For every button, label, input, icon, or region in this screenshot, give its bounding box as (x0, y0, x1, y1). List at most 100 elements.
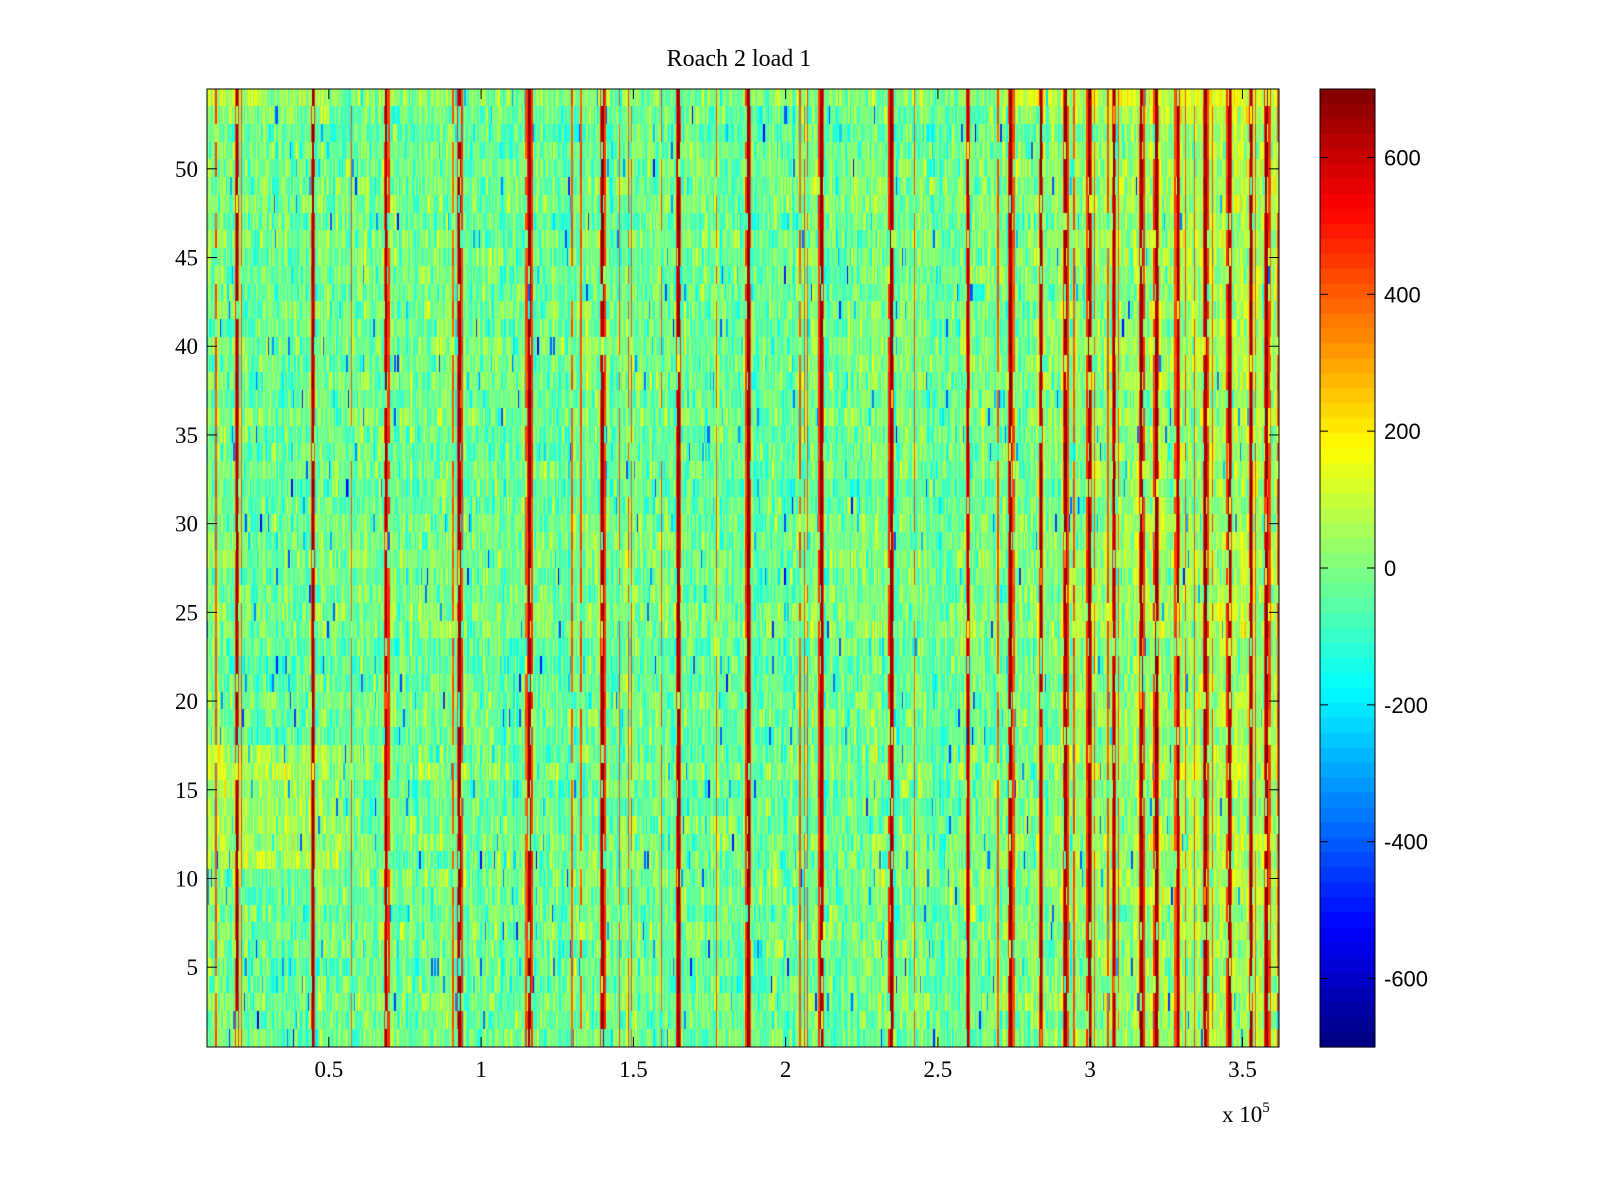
colorbar-segment (1320, 418, 1375, 434)
colorbar-ticks (1320, 156, 1375, 980)
y-tick-label: 40 (175, 334, 198, 359)
colorbar-segment (1320, 822, 1375, 839)
colorbar-segment (1320, 133, 1375, 150)
heatmap-raster (207, 89, 1279, 1047)
colorbar-segment (1320, 148, 1375, 165)
colorbar-segment (1320, 687, 1375, 704)
colorbar-segment (1320, 702, 1375, 719)
colorbar-segment (1320, 523, 1375, 539)
colorbar-segment (1320, 478, 1375, 494)
colorbar-segment (1320, 508, 1375, 524)
colorbar-segment (1320, 118, 1375, 135)
colorbar-segment (1320, 463, 1375, 479)
colorbar-segment (1320, 223, 1375, 240)
colorbar-segment (1320, 403, 1375, 419)
colorbar-segment (1320, 627, 1375, 644)
colorbar-segment (1320, 538, 1375, 554)
colorbar-segment (1320, 358, 1375, 375)
x-tick-label: 3 (1084, 1057, 1096, 1082)
colorbar-segment (1320, 553, 1375, 569)
colorbar-segment (1320, 942, 1375, 958)
colorbar-segment (1320, 762, 1375, 779)
colorbar-segment (1320, 568, 1375, 584)
x-tick-label: 3.5 (1228, 1057, 1257, 1082)
colorbar-segment (1320, 657, 1375, 674)
colorbar-segment (1320, 882, 1375, 898)
y-tick-label: 10 (175, 866, 198, 891)
colorbar-segment (1320, 987, 1375, 1003)
x-exponent-label: x 105 (1222, 1100, 1270, 1127)
x-tick-label: 1 (475, 1057, 487, 1082)
y-tick-label: 45 (175, 246, 198, 271)
colorbar-segment (1320, 373, 1375, 389)
colorbar-segment (1320, 208, 1375, 225)
y-tick-label: 30 (175, 512, 198, 537)
colorbar-segment (1320, 268, 1375, 285)
y-tick-label: 25 (175, 600, 198, 625)
colorbar-tick-labels: 600 400 200 0 -200 -400 -600 (1384, 145, 1428, 991)
colorbar-segment (1320, 388, 1375, 404)
colorbar-segment (1320, 807, 1375, 824)
colorbar-segment (1320, 717, 1375, 734)
colorbar-segment (1320, 493, 1375, 509)
colorbar-segment (1320, 448, 1375, 464)
y-tick-label: 35 (175, 423, 198, 448)
y-tick-label: 15 (175, 778, 198, 803)
colorbar-segment (1320, 343, 1375, 360)
colorbar-tick-label: 400 (1384, 282, 1421, 307)
x-exponent-power: 5 (1262, 1100, 1270, 1116)
colorbar-segment (1320, 597, 1375, 614)
colorbar-segment (1320, 852, 1375, 868)
colorbar-tick-label: -400 (1384, 830, 1428, 855)
plot-frame (206, 88, 1280, 1048)
x-tick-label: 2 (780, 1057, 792, 1082)
colorbar-segment (1320, 298, 1375, 315)
y-tick-labels: 5 10 15 20 25 30 35 40 45 50 (175, 157, 198, 980)
colorbar-segment (1320, 178, 1375, 195)
colorbar-segment (1320, 642, 1375, 659)
colorbar-frame (1319, 88, 1376, 1048)
colorbar-tick-label: -600 (1384, 967, 1428, 992)
colorbar-segment (1320, 747, 1375, 764)
x-tick-label: 2.5 (924, 1057, 953, 1082)
colorbar-segment (1320, 163, 1375, 180)
x-tick-labels: 0.5 1 1.5 2 2.5 3 3.5 (314, 1057, 1256, 1082)
colorbar-segment (1320, 912, 1375, 928)
colorbar-segment (1320, 927, 1375, 943)
colorbar: 600 400 200 0 -200 -400 -600 (1319, 88, 1428, 1048)
colorbar-segment (1320, 283, 1375, 300)
colorbar-segment (1320, 193, 1375, 210)
y-tick-label: 50 (175, 157, 198, 182)
colorbar-segment (1320, 732, 1375, 749)
colorbar-segment (1320, 1002, 1375, 1018)
colorbar-tick-label: 600 (1384, 145, 1421, 170)
colorbar-segment (1320, 957, 1375, 973)
colorbar-segment (1320, 792, 1375, 809)
y-tick-label: 20 (175, 689, 198, 714)
y-tick-label: 5 (187, 955, 199, 980)
colorbar-segment (1320, 897, 1375, 913)
colorbar-segment (1320, 433, 1375, 449)
colorbar-gradient (1320, 89, 1375, 1048)
colorbar-segment (1320, 612, 1375, 629)
colorbar-segment (1320, 103, 1375, 120)
colorbar-segment (1320, 1017, 1375, 1033)
colorbar-tick-label: 0 (1384, 556, 1396, 581)
colorbar-segment (1320, 313, 1375, 330)
colorbar-segment (1320, 89, 1375, 105)
colorbar-segment (1320, 672, 1375, 689)
colorbar-segment (1320, 1032, 1375, 1048)
colorbar-tick-label: 200 (1384, 419, 1421, 444)
colorbar-segment (1320, 867, 1375, 883)
heatmap-cells (207, 89, 1279, 1047)
colorbar-segment (1320, 837, 1375, 854)
colorbar-segment (1320, 238, 1375, 255)
colorbar-segment (1320, 582, 1375, 599)
x-tick-label: 0.5 (314, 1057, 343, 1082)
x-tick-label: 1.5 (619, 1057, 648, 1082)
colorbar-segment (1320, 972, 1375, 988)
colorbar-segment (1320, 328, 1375, 345)
colorbar-tick-label: -200 (1384, 693, 1428, 718)
chart-title: Roach 2 load 1 (667, 46, 812, 72)
